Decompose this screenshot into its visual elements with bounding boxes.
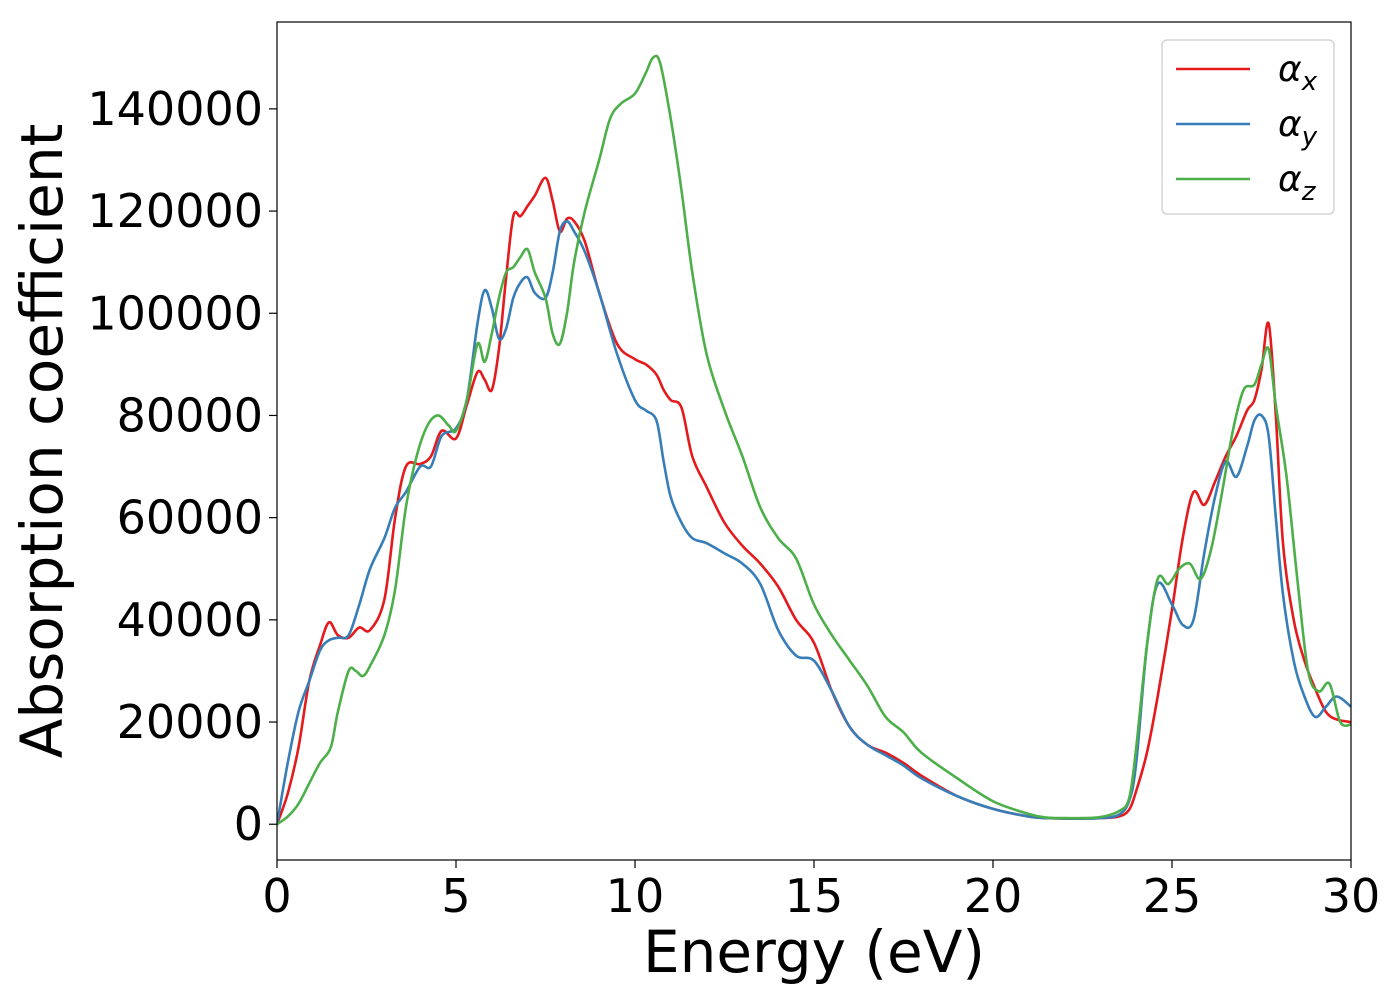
y-tick-label: 40000 — [117, 593, 263, 647]
series-line-x — [277, 176, 1351, 826]
y-tick-label: 120000 — [87, 184, 263, 238]
legend: αx αy αz — [1161, 39, 1335, 215]
legend-frame — [1161, 39, 1335, 215]
x-tick-label: 10 — [606, 869, 665, 923]
x-tick-label: 30 — [1322, 869, 1381, 923]
y-tick-label: 80000 — [117, 388, 263, 442]
x-tick-label: 0 — [262, 869, 291, 923]
series-layer — [277, 54, 1351, 826]
y-tick-label: 60000 — [117, 491, 263, 545]
x-tick-label: 25 — [1143, 869, 1202, 923]
x-axis-label: Energy (eV) — [643, 918, 985, 986]
y-axis: 0 20000 40000 60000 80000 100000 120000 140000 — [87, 82, 277, 851]
series-line-z — [277, 54, 1351, 826]
x-tick-label: 20 — [964, 869, 1023, 923]
x-tick-label: 15 — [785, 869, 844, 923]
legend-label-z: αz — [1278, 159, 1317, 207]
legend-label-x: αx — [1278, 49, 1318, 97]
x-tick-label: 5 — [441, 869, 470, 923]
y-tick-label: 20000 — [117, 695, 263, 749]
y-axis-label: Absorption coefficient — [8, 124, 76, 759]
x-axis: 0 5 10 15 20 25 30 — [262, 860, 1380, 923]
y-tick-label: 100000 — [87, 286, 263, 340]
y-tick-label: 0 — [234, 797, 263, 851]
legend-label-y: αy — [1278, 104, 1318, 152]
series-line-y — [277, 219, 1351, 826]
y-tick-label: 140000 — [87, 82, 263, 136]
